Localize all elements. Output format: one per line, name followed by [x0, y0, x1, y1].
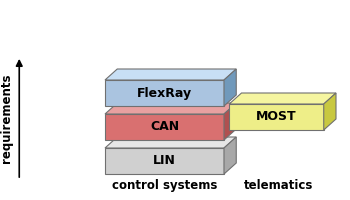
- Polygon shape: [324, 93, 336, 130]
- Text: CAN: CAN: [150, 120, 179, 134]
- Polygon shape: [105, 69, 236, 80]
- Polygon shape: [224, 137, 236, 174]
- FancyBboxPatch shape: [105, 114, 224, 140]
- Text: FlexRay: FlexRay: [137, 87, 192, 100]
- FancyBboxPatch shape: [229, 104, 324, 130]
- Polygon shape: [229, 93, 336, 104]
- FancyBboxPatch shape: [105, 148, 224, 174]
- Text: telematics: telematics: [244, 179, 313, 192]
- Polygon shape: [105, 103, 236, 114]
- Text: LIN: LIN: [153, 154, 176, 168]
- FancyBboxPatch shape: [105, 80, 224, 106]
- Text: requirements: requirements: [0, 73, 14, 163]
- Text: control systems: control systems: [112, 179, 217, 192]
- Polygon shape: [224, 103, 236, 140]
- Text: MOST: MOST: [256, 110, 297, 123]
- Polygon shape: [105, 137, 236, 148]
- Polygon shape: [224, 69, 236, 106]
